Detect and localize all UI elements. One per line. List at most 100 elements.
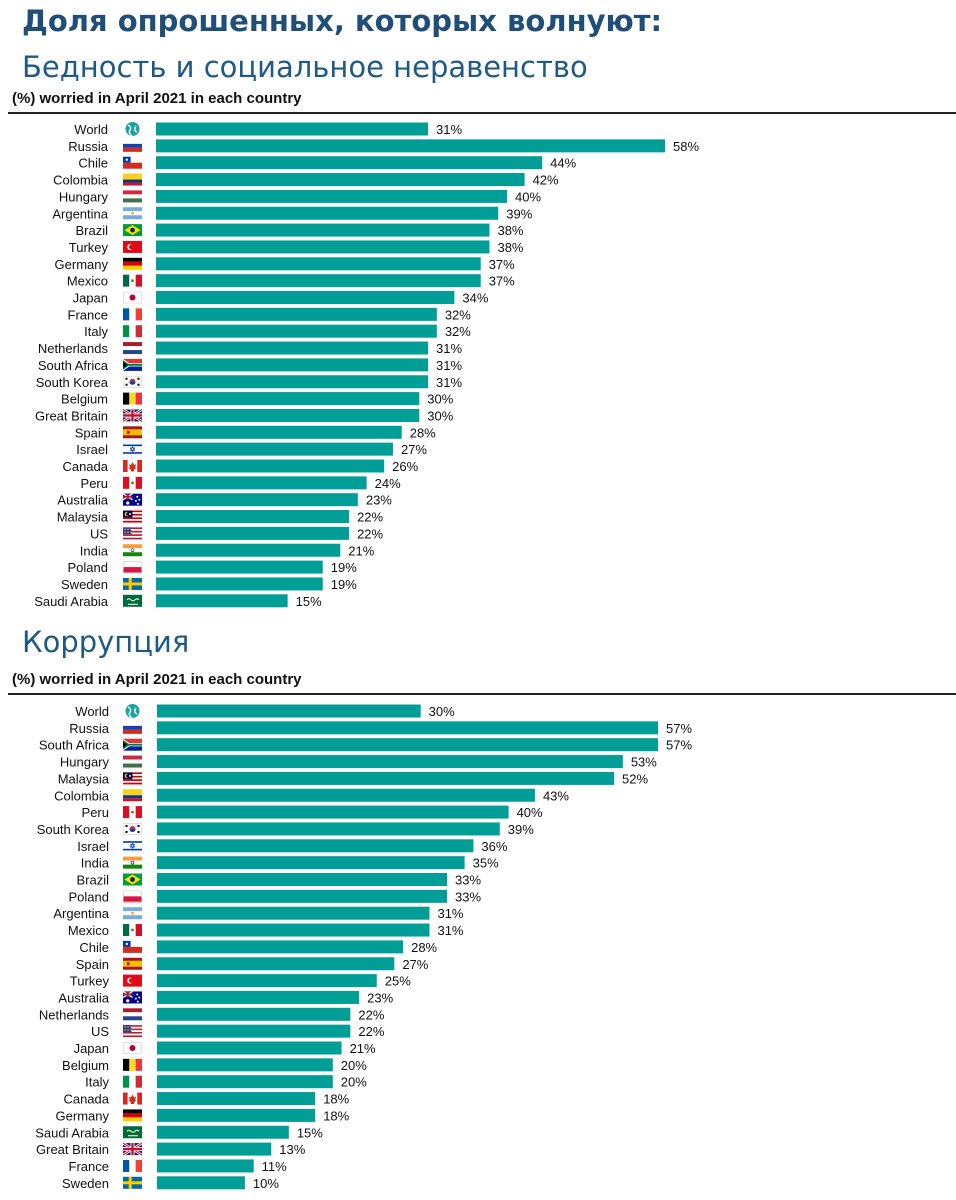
country-label-spain: Spain — [75, 425, 108, 440]
flag-icon-south-africa — [123, 738, 142, 751]
flag-icon-turkey — [123, 974, 142, 987]
flag-icon-italy — [123, 1075, 142, 1088]
value-label-india: 21% — [348, 543, 374, 558]
flag-icon-saudi-arabia — [123, 1126, 142, 1139]
flag-icon-peru — [123, 476, 142, 489]
bar-sweden — [157, 1176, 245, 1190]
bar-chile — [157, 940, 404, 954]
flag-icon-belgium — [123, 1058, 142, 1071]
value-label-turkey: 38% — [497, 240, 523, 255]
country-label-canada: Canada — [62, 459, 108, 474]
value-label-poland: 19% — [331, 560, 357, 575]
bar-malaysia — [157, 771, 615, 785]
value-label-malaysia: 22% — [357, 510, 383, 525]
flag-icon-japan — [123, 1042, 142, 1054]
value-label-spain: 28% — [410, 425, 436, 440]
flag-icon-brazil — [123, 224, 142, 237]
flag-icon-chile — [123, 156, 142, 169]
value-label-colombia: 42% — [533, 173, 559, 188]
chart-subtitle-corruption: (%) worried in April 2021 in each countr… — [12, 671, 302, 688]
country-label-israel: Israel — [77, 839, 109, 854]
country-label-brazil: Brazil — [75, 223, 108, 238]
value-label-japan: 34% — [462, 291, 488, 306]
bar-india — [157, 856, 465, 870]
bar-brazil — [157, 873, 448, 886]
bar-peru — [157, 805, 509, 819]
bar-saudi-arabia — [156, 594, 288, 608]
bar-russia — [156, 139, 665, 153]
country-label-india: India — [81, 856, 110, 871]
flag-icon-hungary — [123, 755, 142, 768]
country-label-world: World — [75, 704, 109, 719]
value-label-south-africa: 31% — [436, 358, 462, 373]
poverty-bar-chart: World 31% Russia 58% Chile 44% Colombia 42% Hung… — [34, 122, 699, 609]
value-label-spain: 27% — [402, 957, 428, 972]
flag-icon-malaysia — [123, 772, 142, 785]
bar-peru — [156, 476, 367, 490]
country-label-russia: Russia — [68, 139, 109, 154]
flag-icon-israel — [123, 839, 142, 852]
bar-india — [156, 543, 341, 557]
flag-icon-south-africa — [123, 358, 142, 371]
bar-israel — [157, 839, 474, 853]
bar-south-africa — [157, 738, 658, 752]
value-label-poland: 33% — [455, 889, 481, 904]
value-label-world: 31% — [436, 122, 462, 137]
bar-chile — [156, 156, 543, 170]
country-label-germany: Germany — [55, 257, 109, 272]
country-label-colombia: Colombia — [54, 788, 110, 803]
country-label-poland: Poland — [69, 889, 109, 904]
country-label-japan: Japan — [73, 291, 108, 306]
value-label-chile: 44% — [550, 156, 576, 171]
country-label-belgium: Belgium — [62, 1058, 109, 1073]
bar-israel — [156, 442, 393, 456]
flag-icon-japan — [123, 291, 142, 304]
country-label-australia: Australia — [58, 990, 109, 1005]
value-label-sweden: 10% — [253, 1176, 279, 1191]
flag-icon-world — [125, 122, 140, 137]
value-label-netherlands: 31% — [436, 341, 462, 356]
flag-icon-france — [123, 308, 142, 321]
flag-icon-chile — [123, 940, 142, 953]
value-label-sweden: 19% — [331, 577, 357, 592]
country-label-netherlands: Netherlands — [39, 1007, 110, 1022]
flag-icon-world — [125, 704, 140, 719]
bar-malaysia — [156, 510, 350, 524]
flag-icon-brazil — [123, 873, 142, 886]
bar-italy — [157, 1075, 333, 1089]
country-label-turkey: Turkey — [70, 974, 110, 989]
value-label-colombia: 43% — [543, 788, 569, 803]
value-label-france: 11% — [262, 1159, 287, 1174]
flag-icon-russia — [123, 721, 142, 734]
flag-icon-mexico — [123, 924, 142, 937]
bar-japan — [156, 291, 455, 304]
bar-australia — [157, 990, 360, 1004]
country-label-argentina: Argentina — [53, 906, 109, 921]
country-label-hungary: Hungary — [60, 755, 110, 770]
country-label-peru: Peru — [82, 805, 109, 820]
flag-icon-hungary — [123, 190, 142, 203]
flag-icon-spain — [123, 426, 142, 439]
bar-argentina — [157, 906, 430, 920]
bar-great-britain — [157, 1142, 272, 1156]
bar-argentina — [156, 206, 499, 220]
value-label-brazil: 33% — [455, 873, 481, 888]
country-label-world: World — [74, 122, 108, 137]
flag-icon-great-britain — [122, 408, 143, 423]
bar-germany — [157, 1108, 316, 1122]
value-label-us: 22% — [357, 526, 383, 541]
value-label-hungary: 40% — [515, 189, 541, 204]
country-label-south-africa: South Africa — [39, 738, 110, 753]
country-label-great-britain: Great Britain — [35, 408, 108, 423]
bar-poland — [156, 560, 323, 574]
flag-icon-australia — [122, 990, 142, 1004]
flag-icon-poland — [123, 890, 142, 903]
value-label-south-korea: 31% — [436, 375, 462, 390]
bar-colombia — [157, 788, 535, 802]
value-label-chile: 28% — [411, 940, 437, 955]
country-label-argentina: Argentina — [52, 206, 108, 221]
bar-france — [156, 307, 437, 321]
country-label-poland: Poland — [68, 560, 108, 575]
country-label-france: France — [69, 1159, 109, 1174]
bar-spain — [156, 425, 402, 439]
